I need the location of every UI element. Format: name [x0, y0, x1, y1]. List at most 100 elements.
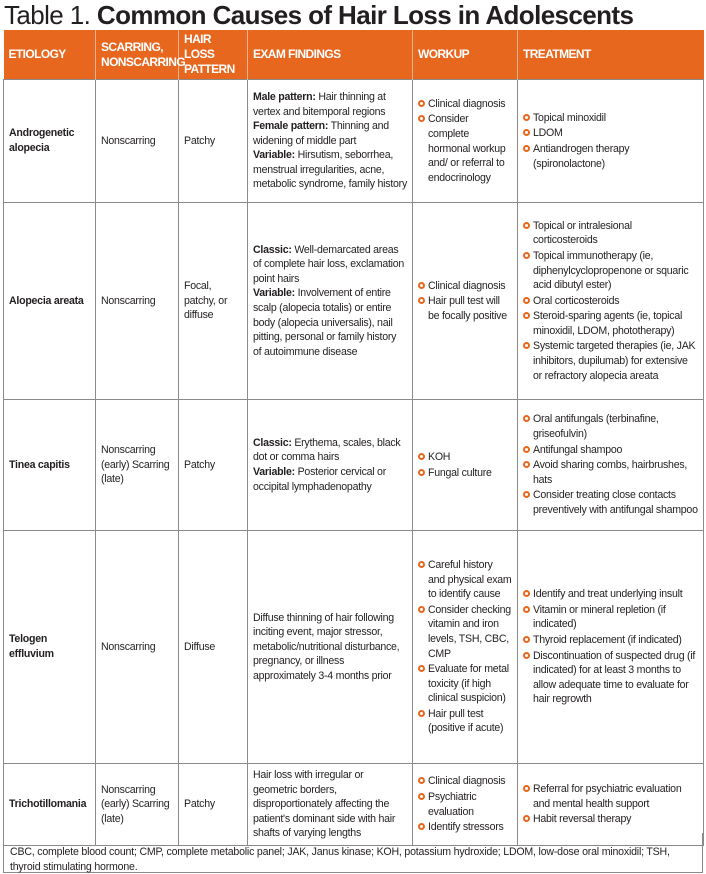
- pattern-cell: Patchy: [178, 399, 248, 531]
- workup-cell: Careful history and physical exam to ide…: [412, 530, 518, 764]
- finding: Male pattern: Hair thinning at vertex an…: [253, 90, 407, 119]
- list-item-text: Psychiatric evaluation: [428, 790, 477, 818]
- list-item: Clinical diagnosis: [418, 97, 512, 112]
- finding: Diffuse thinning of hair following incit…: [253, 611, 407, 684]
- list-item: Hair pull test (positive if acute): [418, 707, 512, 736]
- scarring-cell: Nonscarring: [95, 79, 179, 203]
- list-item: Clinical diagnosis: [418, 774, 512, 789]
- list-item-text: Identify and treat underlying insult: [533, 588, 683, 601]
- workup-cell: KOH Fungal culture: [412, 399, 518, 531]
- bullet-icon: [418, 115, 425, 123]
- bullet-icon: [418, 792, 425, 800]
- treatment-cell: Identify and treat underlying insult Vita…: [517, 530, 704, 764]
- finding: Classic: Well-demarcated areas of comple…: [253, 243, 407, 287]
- exam-findings-cell: Classic: Erythema, scales, black dot or …: [247, 399, 413, 531]
- list-item: Identify and treat underlying insult: [523, 587, 698, 602]
- list-item-text: Consider complete hormonal workup and/ o…: [428, 113, 506, 184]
- finding-label: Female pattern:: [253, 120, 329, 133]
- list-item: Identify stressors: [418, 820, 512, 835]
- finding-text: Hair thinning at vertex and bitemporal r…: [253, 90, 386, 118]
- bullet-icon: [418, 452, 425, 460]
- finding-label: Variable:: [253, 149, 295, 162]
- list-item: Topical immunotherapy (ie, diphenylcyclo…: [523, 249, 698, 293]
- list-item: Steroid-sparing agents (ie, topical mino…: [523, 309, 698, 338]
- header-treatment: TREATMENT: [517, 30, 704, 80]
- finding-text: Posterior cervical or occipital lymphade…: [253, 466, 386, 493]
- finding: Classic: Erythema, scales, black dot or …: [253, 436, 407, 465]
- list-item: Antifungal shampoo: [523, 443, 698, 458]
- etiology-cell: Trichotillomania: [3, 763, 96, 846]
- workup-cell: Clinical diagnosis Psychiatric evaluation…: [412, 763, 518, 846]
- table-row: Tinea capitis Nonscarring (early) Scarrin…: [3, 399, 704, 531]
- etiology-cell: Androgenetic alopecia: [3, 79, 96, 203]
- list-item-text: Identify stressors: [428, 821, 504, 834]
- bullet-icon: [418, 560, 425, 568]
- list-item-text: Clinical diagnosis: [428, 775, 506, 788]
- bullet-icon: [418, 665, 425, 673]
- table-title: Table 1. Common Causes of Hair Loss in A…: [4, 0, 634, 30]
- table-label: Table 1.: [4, 0, 91, 30]
- finding-text: Diffuse thinning of hair following incit…: [253, 611, 400, 682]
- finding-label: Classic:: [253, 436, 292, 449]
- finding-label: Variable:: [253, 287, 295, 300]
- list-item-text: Clinical diagnosis: [428, 97, 506, 110]
- bullet-icon: [523, 605, 530, 613]
- list-item-text: Referral for psychiatric evaluation and …: [533, 783, 682, 810]
- list-item: Hair pull test will be focally positive: [418, 294, 512, 323]
- finding-text: Hair loss with irregular or geometric bo…: [253, 769, 396, 840]
- bullet-icon: [418, 777, 425, 785]
- treatment-list: Oral antifungals (terbinafine, griseoful…: [523, 412, 698, 517]
- scarring-cell: Nonscarring: [95, 202, 179, 400]
- exam-findings-cell: Hair loss with irregular or geometric bo…: [247, 763, 413, 846]
- finding: Variable: Hirsutism, seborrhea, menstrua…: [253, 148, 407, 192]
- list-item-text: Discontinuation of suspected drug (if in…: [533, 649, 696, 706]
- finding-text: Thinning and widening of middle part: [253, 120, 389, 147]
- bullet-icon: [418, 99, 425, 107]
- bullet-icon: [523, 590, 530, 598]
- list-item-text: Topical minoxidil: [533, 111, 606, 124]
- bullet-icon: [523, 342, 530, 350]
- list-item-text: LDOM: [533, 127, 563, 140]
- list-item: Consider complete hormonal workup and/ o…: [418, 112, 512, 185]
- list-item-text: Avoid sharing combs, hairbrushes, hats: [533, 459, 688, 486]
- list-item: Habit reversal therapy: [523, 812, 698, 827]
- list-item-text: Evaluate for metal toxicity (if high cli…: [428, 663, 509, 705]
- list-item: Thyroid replacement (if indicated): [523, 633, 698, 648]
- scarring-cell: Nonscarring (early) Scarring (late): [95, 399, 179, 531]
- workup-list: Clinical diagnosis Hair pull test will be…: [418, 279, 512, 324]
- table-row: Androgenetic alopecia Nonscarring Patchy Ma…: [3, 79, 704, 203]
- finding-label: Variable:: [253, 466, 295, 478]
- etiology-cell: Telogen effluvium: [3, 530, 96, 764]
- bullet-icon: [523, 129, 530, 137]
- list-item-text: Habit reversal therapy: [533, 813, 632, 826]
- bullet-icon: [418, 297, 425, 305]
- bullet-icon: [418, 468, 425, 476]
- list-item-text: Thyroid replacement (if indicated): [533, 633, 682, 646]
- list-item-text: Steroid-sparing agents (ie, topical mino…: [533, 310, 683, 337]
- treatment-list: Topical or intralesional corticosteroids…: [523, 219, 698, 384]
- treatment-list: Topical minoxidil LDOM Antiandrogen therap…: [523, 111, 698, 171]
- bullet-icon: [523, 113, 530, 121]
- table-row: Telogen effluvium Nonscarring Diffuse Diffu…: [3, 530, 704, 764]
- workup-cell: Clinical diagnosis Consider complete horm…: [412, 79, 518, 203]
- list-item-text: Oral antifungals (terbinafine, griseoful…: [533, 413, 659, 441]
- bullet-icon: [523, 635, 530, 643]
- bullet-icon: [523, 461, 530, 469]
- finding: Hair loss with irregular or geometric bo…: [253, 768, 407, 841]
- list-item: Clinical diagnosis: [418, 279, 512, 294]
- list-item: Consider checking vitamin and iron level…: [418, 603, 512, 661]
- list-item: Avoid sharing combs, hairbrushes, hats: [523, 458, 698, 487]
- scarring-cell: Nonscarring (early) Scarring (late): [95, 763, 179, 846]
- header-workup: WORKUP: [412, 30, 518, 80]
- list-item: Systemic targeted therapies (ie, JAK inh…: [523, 339, 698, 383]
- treatment-cell: Referral for psychiatric evaluation and …: [517, 763, 704, 846]
- bullet-icon: [418, 709, 425, 717]
- header-row: ETIOLOGY SCARRING, NONSCARRING HAIR LOSS P…: [3, 30, 704, 80]
- scarring-cell: Nonscarring: [95, 530, 179, 764]
- list-item: Topical minoxidil: [523, 111, 698, 126]
- list-item-text: Vitamin or mineral repletion (if indicat…: [533, 603, 666, 631]
- etiology-cell: Tinea capitis: [3, 399, 96, 531]
- bullet-icon: [523, 651, 530, 659]
- bullet-icon: [523, 415, 530, 423]
- bullet-icon: [523, 251, 530, 259]
